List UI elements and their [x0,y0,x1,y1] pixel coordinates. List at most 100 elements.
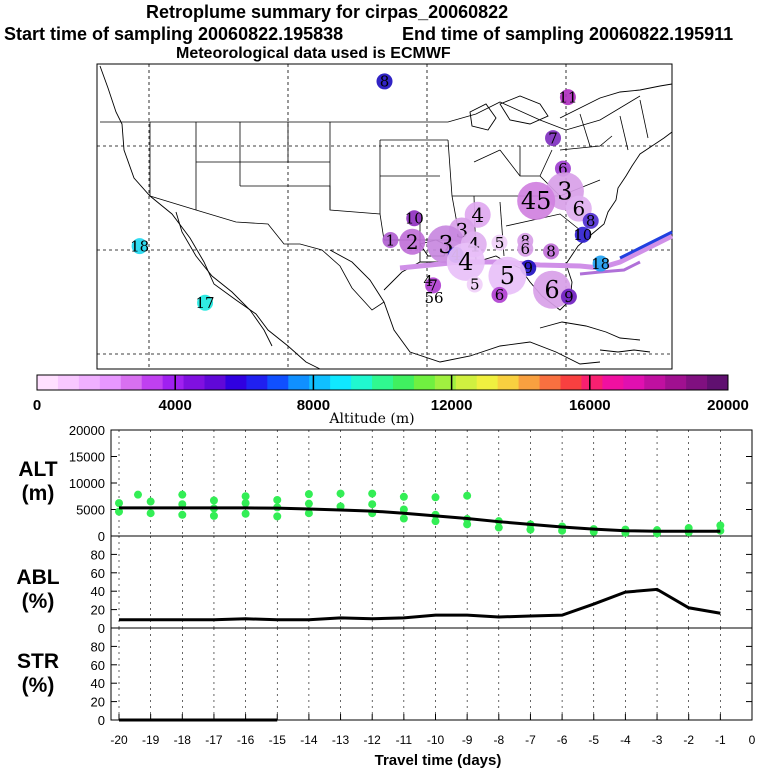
alt-scatter-point-5 [178,490,187,499]
alt-scatter-point-17 [304,490,313,499]
end-time-label: End time of sampling 20060822.195911 [402,24,734,44]
alt-scatter-point-31 [463,491,472,500]
colorbar-swatch-15 [351,375,373,390]
map-marker-label-30: 6 [495,286,505,304]
map-marker-27 [425,277,442,294]
map-marker-label-29: 9 [564,288,574,306]
map-marker-33 [197,294,214,311]
map-marker-label-25: 6 [544,276,559,304]
colorbar-swatch-26 [581,375,603,390]
map-marker-label-6: 6 [572,197,585,221]
alt-scatter-point-18 [304,499,313,508]
xtick-label-5: -15 [269,733,287,747]
map-marker-label-2: 7 [548,129,558,147]
map-marker-0 [376,73,393,90]
ytick-label-abl-0: 0 [98,621,105,636]
map-marker-24 [488,256,527,295]
map-marker-21 [582,212,599,229]
alt-scatter-point-7 [178,510,187,519]
colorbar-swatch-3 [99,375,122,390]
alt-scatter-point-1 [115,507,123,516]
map-marker-label-31: 56 [425,289,444,307]
ylabel-str-1: (%) [22,674,55,697]
map-marker-1 [559,89,576,106]
ytick-label-alt-3: 15000 [69,450,105,465]
map-marker-29 [560,288,577,305]
xtick-label-20: 0 [749,733,756,747]
alt-scatter-point-25 [399,492,408,501]
colorbar-swatch-6 [162,375,185,390]
ytick-label-str-2: 40 [91,676,105,691]
ytick-label-alt-4: 20000 [69,423,105,438]
ytick-label-str-4: 80 [91,639,105,654]
alt-scatter-point-13 [241,509,250,518]
alt-scatter-point-37 [526,525,535,534]
map-marker-18 [517,240,534,257]
colorbar-tick-label-1: 4000 [159,397,192,414]
colorbar-swatch-17 [392,375,415,390]
ytick-label-str-0: 0 [98,713,105,728]
xtick-label-2: -18 [174,733,192,747]
ylabel-abl-0: ABL [16,566,59,589]
map-marker-label-19: 8 [546,243,556,261]
colorbar-swatch-8 [204,375,226,390]
ylabel-abl-1: (%) [22,590,55,613]
alt-scatter-point-23 [368,500,377,509]
map-marker-label-22: 18 [591,255,610,273]
alt-scatter-point-12 [241,499,250,508]
timeseries-y-ticks: 0 5000 10000 15000 20000 0 20 40 60 80 0 20 40 60 80 [69,423,752,728]
colorbar-swatch-24 [539,375,561,390]
map-marker-label-16: 4 [458,248,473,276]
map-marker-20 [574,226,591,243]
alt-scatter-point-14 [273,495,282,504]
colorbar-label: Altitude (m) [328,411,414,427]
colorbar-frame [36,374,729,391]
colorbar-swatch-7 [183,375,206,390]
map-marker-30 [491,286,508,303]
xtick-label-16: -4 [620,733,631,747]
plot-title: Retroplume summary for cirpas_20060822 [146,2,509,22]
map-marker-15 [491,234,508,251]
series-line-alt [119,506,721,533]
map-marker-label-4: 3 [557,178,572,206]
xtick-label-8: -12 [364,733,382,747]
alt-scatter-point-26 [399,505,408,514]
map-marker-label-3: 6 [558,160,568,178]
colorbar-swatch-4 [120,375,143,390]
map-marker-32 [131,238,148,255]
met-data-label: Meteorological data used is ECMWF [176,45,451,62]
map-marker-label-1: 11 [558,88,577,106]
map-marker-19 [543,243,560,260]
colorbar-swatch-31 [686,375,708,390]
ytick-label-abl-1: 20 [91,603,105,618]
map-marker-22 [592,255,609,272]
map-marker-7 [464,201,491,228]
colorbar-swatch-30 [665,375,687,390]
alt-scatter-point-39 [558,526,567,535]
colorbar-swatch-2 [78,375,101,390]
ytick-label-alt-0: 0 [98,529,105,544]
map-marker-label-7: 4 [471,203,484,227]
alt-scatter-point-27 [399,514,408,523]
alt-scatter-point-2 [133,490,142,499]
ytick-label-abl-3: 60 [91,566,105,581]
map-marker-16 [446,242,485,281]
colorbar-swatch-28 [623,375,645,390]
map-marker-label-28: 4 [423,272,433,290]
map-marker-label-18: 6 [521,240,531,258]
map-marker-10 [382,232,399,249]
colorbar-tick-label-5: 20000 [707,397,749,414]
map-marker-label-5: 45 [521,187,552,215]
map-marker-label-23: 9 [523,259,533,277]
map-marker-label-27: 7 [428,277,438,295]
map-marker-label-21: 8 [586,212,596,230]
series-line-abl [119,587,721,622]
xtick-label-4: -16 [237,733,255,747]
alt-scatter-point-6 [178,500,187,509]
colorbar-swatch-16 [372,375,394,390]
map-marker-5 [517,181,556,220]
colorbar-tick-label-3: 12000 [431,397,473,414]
header: Retroplume summary for cirpas_20060822 S… [0,0,768,64]
